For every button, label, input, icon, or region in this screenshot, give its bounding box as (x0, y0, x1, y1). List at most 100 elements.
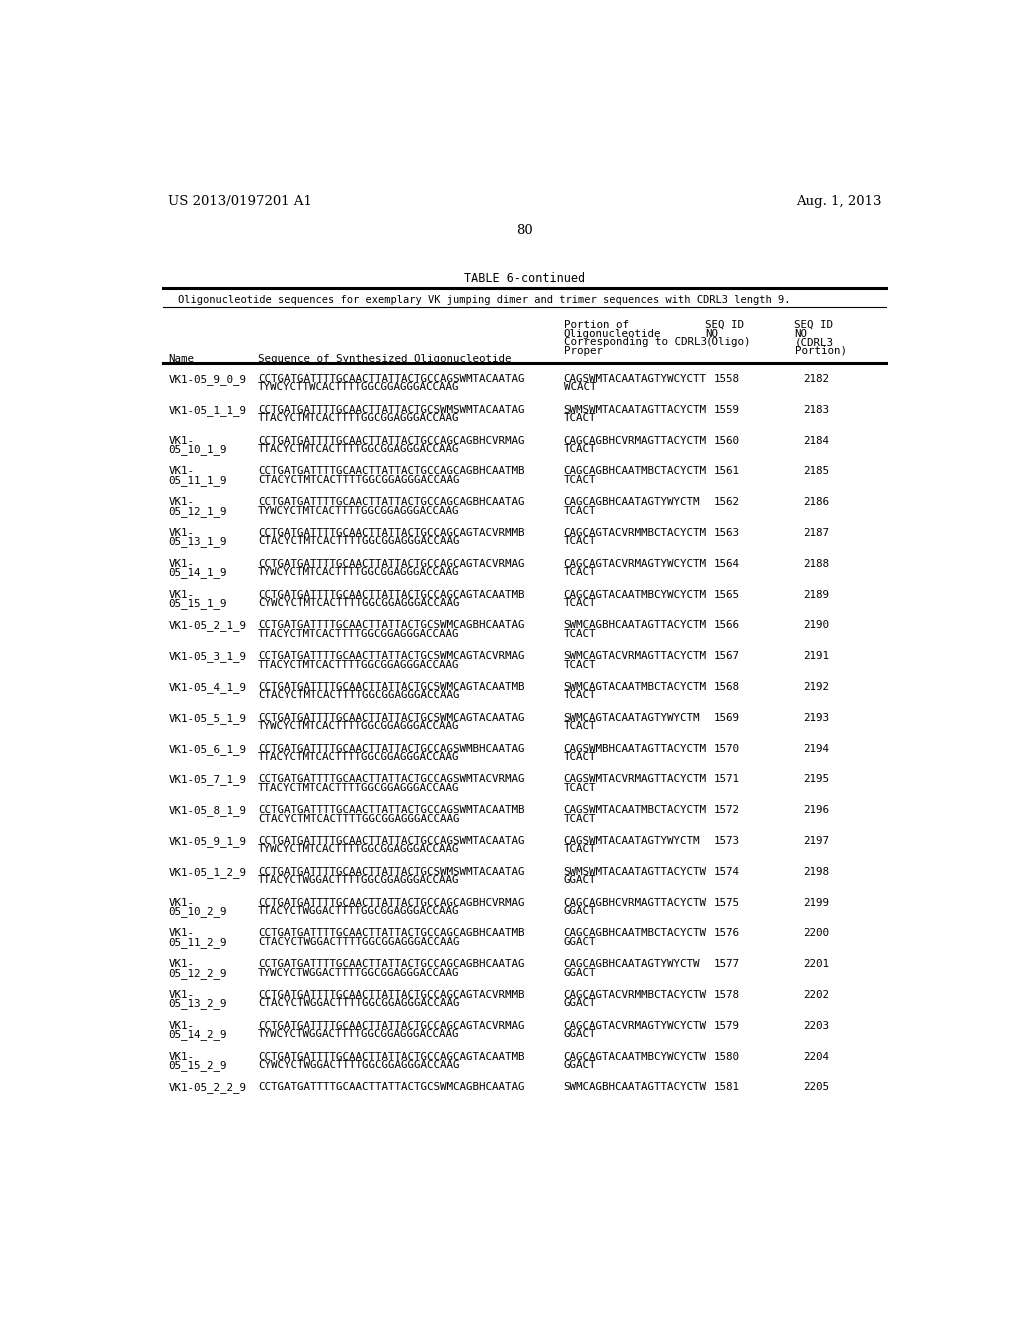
Text: 2185: 2185 (803, 466, 829, 477)
Text: 1569: 1569 (714, 713, 740, 723)
Text: Name: Name (168, 354, 195, 364)
Text: 2183: 2183 (803, 405, 829, 414)
Text: CTACYCTMTCACTTTTGGCGGAGGGACCAAG: CTACYCTMTCACTTTTGGCGGAGGGACCAAG (258, 475, 460, 484)
Text: VK1-: VK1- (168, 990, 195, 1001)
Text: CYWCYCTWGGACTTTTGGCGGAGGGACCAAG: CYWCYCTWGGACTTTTGGCGGAGGGACCAAG (258, 1060, 460, 1071)
Text: VK1-05_5_1_9: VK1-05_5_1_9 (168, 713, 247, 723)
Text: CAGCAGBHCAATMBCTACYCTW: CAGCAGBHCAATMBCTACYCTW (563, 928, 707, 939)
Text: VK1-: VK1- (168, 1020, 195, 1031)
Text: CCTGATGATTTTGCAACTTATTACTGCCAGSWMTACAATAG: CCTGATGATTTTGCAACTTATTACTGCCAGSWMTACAATA… (258, 374, 524, 384)
Text: 1579: 1579 (714, 1020, 740, 1031)
Text: VK1-: VK1- (168, 558, 195, 569)
Text: 05_15_2_9: 05_15_2_9 (168, 1060, 226, 1071)
Text: TCACT: TCACT (563, 845, 596, 854)
Text: TCACT: TCACT (563, 813, 596, 824)
Text: VK1-: VK1- (168, 466, 195, 477)
Text: CCTGATGATTTTGCAACTTATTACTGCCAGCAGBHCAATMB: CCTGATGATTTTGCAACTTATTACTGCCAGCAGBHCAATM… (258, 466, 524, 477)
Text: 2182: 2182 (803, 374, 829, 384)
Text: 1560: 1560 (714, 436, 740, 446)
Text: CCTGATGATTTTGCAACTTATTACTGCSWMSWMTACAATAG: CCTGATGATTTTGCAACTTATTACTGCSWMSWMTACAATA… (258, 867, 524, 876)
Text: TCACT: TCACT (563, 690, 596, 701)
Text: 1574: 1574 (714, 867, 740, 876)
Text: VK1-: VK1- (168, 960, 195, 969)
Text: CAGSWMBHCAATAGTTACYCTM: CAGSWMBHCAATAGTTACYCTM (563, 743, 707, 754)
Text: CAGCAGBHCAATMBCTACYCTM: CAGCAGBHCAATMBCTACYCTM (563, 466, 707, 477)
Text: VK1-: VK1- (168, 498, 195, 507)
Text: VK1-05_7_1_9: VK1-05_7_1_9 (168, 775, 247, 785)
Text: 1568: 1568 (714, 682, 740, 692)
Text: VK1-: VK1- (168, 1052, 195, 1061)
Text: SWMSWMTACAATAGTTACYCTW: SWMSWMTACAATAGTTACYCTW (563, 867, 707, 876)
Text: VK1-05_9_1_9: VK1-05_9_1_9 (168, 836, 247, 847)
Text: VK1-05_2_2_9: VK1-05_2_2_9 (168, 1082, 247, 1093)
Text: CCTGATGATTTTGCAACTTATTACTGCSWMSWMTACAATAG: CCTGATGATTTTGCAACTTATTACTGCSWMSWMTACAATA… (258, 405, 524, 414)
Text: TCACT: TCACT (563, 536, 596, 546)
Text: Aug. 1, 2013: Aug. 1, 2013 (796, 195, 882, 209)
Text: GGACT: GGACT (563, 937, 596, 946)
Text: CAGCAGTACVRMMBCTACYCTM: CAGCAGTACVRMMBCTACYCTM (563, 528, 707, 539)
Text: 05_15_1_9: 05_15_1_9 (168, 598, 226, 609)
Text: TCACT: TCACT (563, 628, 596, 639)
Text: 1558: 1558 (714, 374, 740, 384)
Text: CCTGATGATTTTGCAACTTATTACTGCCAGSWMTACVRMAG: CCTGATGATTTTGCAACTTATTACTGCCAGSWMTACVRMA… (258, 775, 524, 784)
Text: TCACT: TCACT (563, 721, 596, 731)
Text: CCTGATGATTTTGCAACTTATTACTGCCAGCAGBHCAATAG: CCTGATGATTTTGCAACTTATTACTGCCAGCAGBHCAATA… (258, 960, 524, 969)
Text: GGACT: GGACT (563, 906, 596, 916)
Text: TYWCYCTWGGACTTTTGGCGGAGGGACCAAG: TYWCYCTWGGACTTTTGGCGGAGGGACCAAG (258, 1030, 460, 1039)
Text: 2204: 2204 (803, 1052, 829, 1061)
Text: Oligonucleotide: Oligonucleotide (563, 329, 662, 338)
Text: GGACT: GGACT (563, 875, 596, 886)
Text: TCACT: TCACT (563, 475, 596, 484)
Text: 2193: 2193 (803, 713, 829, 723)
Text: (CDRL3: (CDRL3 (795, 337, 834, 347)
Text: VK1-: VK1- (168, 590, 195, 599)
Text: Sequence of Synthesized Oligonucleotide: Sequence of Synthesized Oligonucleotide (258, 354, 512, 364)
Text: SWMCAGTACAATMBCTACYCTM: SWMCAGTACAATMBCTACYCTM (563, 682, 707, 692)
Text: 1578: 1578 (714, 990, 740, 1001)
Text: TCACT: TCACT (563, 568, 596, 577)
Text: TCACT: TCACT (563, 783, 596, 793)
Text: 2198: 2198 (803, 867, 829, 876)
Text: CAGCAGTACVRMAGTYWCYCTM: CAGCAGTACVRMAGTYWCYCTM (563, 558, 707, 569)
Text: 1570: 1570 (714, 743, 740, 754)
Text: 05_14_2_9: 05_14_2_9 (168, 1030, 226, 1040)
Text: CCTGATGATTTTGCAACTTATTACTGCSWMCAGTACVRMAG: CCTGATGATTTTGCAACTTATTACTGCSWMCAGTACVRMA… (258, 651, 524, 661)
Text: CYWCYCTMTCACTTTTGGCGGAGGGACCAAG: CYWCYCTMTCACTTTTGGCGGAGGGACCAAG (258, 598, 460, 609)
Text: CCTGATGATTTTGCAACTTATTACTGCCAGCAGBHCAATAG: CCTGATGATTTTGCAACTTATTACTGCCAGCAGBHCAATA… (258, 498, 524, 507)
Text: NO: NO (795, 329, 808, 338)
Text: TYWCYCTMTCACTTTTGGCGGAGGGACCAAG: TYWCYCTMTCACTTTTGGCGGAGGGACCAAG (258, 721, 460, 731)
Text: SWMCAGTACVRMAGTTACYCTM: SWMCAGTACVRMAGTTACYCTM (563, 651, 707, 661)
Text: CAGCAGBHCAATAGTYWYCTM: CAGCAGBHCAATAGTYWYCTM (563, 498, 700, 507)
Text: CAGCAGTACVRMAGTYWCYCTW: CAGCAGTACVRMAGTYWCYCTW (563, 1020, 707, 1031)
Text: CAGCAGBHCVRMAGTTACYCTW: CAGCAGBHCVRMAGTTACYCTW (563, 898, 707, 908)
Text: 2191: 2191 (803, 651, 829, 661)
Text: 05_14_1_9: 05_14_1_9 (168, 568, 226, 578)
Text: 80: 80 (516, 224, 534, 236)
Text: SWMCAGBHCAATAGTTACYCTM: SWMCAGBHCAATAGTTACYCTM (563, 620, 707, 631)
Text: TCACT: TCACT (563, 444, 596, 454)
Text: CCTGATGATTTTGCAACTTATTACTGCSWMCAGBHCAATAG: CCTGATGATTTTGCAACTTATTACTGCSWMCAGBHCAATA… (258, 1082, 524, 1093)
Text: NO: NO (706, 329, 719, 338)
Text: TTACYCTMTCACTTTTGGCGGAGGGACCAAG: TTACYCTMTCACTTTTGGCGGAGGGACCAAG (258, 783, 460, 793)
Text: CTACYCTMTCACTTTTGGCGGAGGGACCAAG: CTACYCTMTCACTTTTGGCGGAGGGACCAAG (258, 536, 460, 546)
Text: TYWCYCTWGGACTTTTGGCGGAGGGACCAAG: TYWCYCTWGGACTTTTGGCGGAGGGACCAAG (258, 968, 460, 978)
Text: VK1-05_8_1_9: VK1-05_8_1_9 (168, 805, 247, 816)
Text: 1561: 1561 (714, 466, 740, 477)
Text: CAGCAGBHCAATAGTYWYCTW: CAGCAGBHCAATAGTYWYCTW (563, 960, 700, 969)
Text: 1573: 1573 (714, 836, 740, 846)
Text: TTACYCTMTCACTTTTGGCGGAGGGACCAAG: TTACYCTMTCACTTTTGGCGGAGGGACCAAG (258, 660, 460, 669)
Text: VK1-: VK1- (168, 436, 195, 446)
Text: 2189: 2189 (803, 590, 829, 599)
Text: TCACT: TCACT (563, 506, 596, 516)
Text: CTACYCTWGGACTTTTGGCGGAGGGACCAAG: CTACYCTWGGACTTTTGGCGGAGGGACCAAG (258, 998, 460, 1008)
Text: GGACT: GGACT (563, 1060, 596, 1071)
Text: 2205: 2205 (803, 1082, 829, 1093)
Text: CCTGATGATTTTGCAACTTATTACTGCCAGCAGBHCAATMB: CCTGATGATTTTGCAACTTATTACTGCCAGCAGBHCAATM… (258, 928, 524, 939)
Text: 2194: 2194 (803, 743, 829, 754)
Text: (Oligo): (Oligo) (706, 337, 751, 347)
Text: 2195: 2195 (803, 775, 829, 784)
Text: WCACT: WCACT (563, 383, 596, 392)
Text: TTACYCTMTCACTTTTGGCGGAGGGACCAAG: TTACYCTMTCACTTTTGGCGGAGGGACCAAG (258, 444, 460, 454)
Text: CCTGATGATTTTGCAACTTATTACTGCSWMCAGTACAATAG: CCTGATGATTTTGCAACTTATTACTGCSWMCAGTACAATA… (258, 713, 524, 723)
Text: 1575: 1575 (714, 898, 740, 908)
